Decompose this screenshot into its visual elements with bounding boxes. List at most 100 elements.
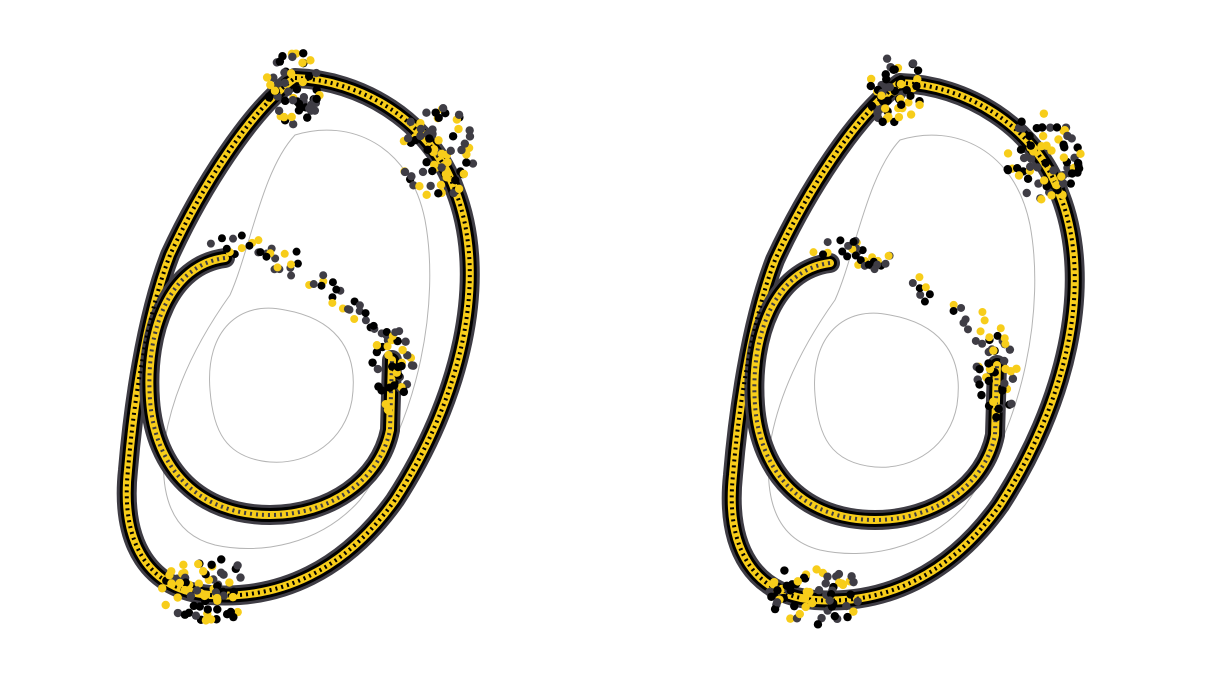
scatter-point [849,237,858,246]
scatter-point [823,572,832,581]
scatter-point [213,581,222,591]
scatter-point [287,260,296,269]
scatter-point [401,337,410,346]
scatter-point [286,69,296,78]
scatter-point [1012,163,1022,173]
scatter-point [206,239,215,248]
scatter-point [280,249,289,258]
scatter-point [842,601,851,611]
scatter-point [790,601,799,611]
scatter-point [179,560,188,569]
scatter-point [1023,174,1033,183]
scatter-point [877,91,886,100]
scatter-point [813,620,823,629]
scatter-point [1026,141,1036,150]
scatter-point [428,166,437,176]
scatter-point [1025,131,1034,141]
scatter-point [180,585,190,595]
scatter-point [465,126,474,135]
scatter-point [287,112,296,122]
scatter-point [280,68,289,77]
scatter-point [299,49,308,58]
scatter-point [226,607,236,617]
scatter-point [292,85,302,94]
scatter-point [203,605,212,614]
scatter-point [271,254,280,263]
scatter-point [406,117,415,127]
scatter-point [1052,123,1062,132]
outer-contour-outline [767,134,1036,555]
inner-ring-serration [752,261,999,523]
scatter-point [782,581,792,591]
scatter-point [436,180,446,190]
scatter-point [317,281,326,290]
scatter-point [838,247,847,256]
scatter-point [819,250,828,259]
inner-contour-outline [209,307,354,463]
scatter-point [867,101,877,111]
scatter-point [920,297,929,306]
scatter-point [328,293,337,302]
scatter-point [312,94,321,104]
scatter-point [372,341,382,350]
scatter-point [858,246,867,255]
scatter-point [904,98,913,107]
panel-right [721,54,1085,629]
scatter-point [403,134,413,143]
scatter-point [906,110,916,119]
scatter-point [398,345,407,355]
scatter-point [1000,334,1009,343]
scatter-point [462,158,471,167]
cluster-top [262,49,324,129]
scatter-point [996,324,1005,333]
scatter-point [992,412,1001,422]
scatter-point [304,72,314,81]
cluster-inner-right [972,335,1021,422]
scatter-point [817,613,826,623]
scatter-point [312,68,321,78]
scatter-point [1042,141,1051,150]
scatter-point [882,54,892,63]
scatter-point [978,339,987,348]
scatter-point [1052,180,1061,190]
scatter-point [225,578,234,587]
scatter-point [434,136,443,145]
scatter-point [1049,166,1058,175]
scatter-point [1067,169,1077,178]
scatter-point [843,612,852,622]
scatter-point [292,247,301,256]
scatter-point [971,336,980,345]
scatter-point [422,190,431,199]
scatter-point [864,260,873,269]
scatter-point [957,303,966,312]
scatter-point [262,252,271,261]
scatter-point [1025,162,1035,171]
scatter-point [173,608,183,618]
scatter-point [896,79,906,89]
scatter-point [976,327,985,336]
scatter-point [773,586,782,595]
scatter-point [416,131,425,141]
scatter-point [425,134,434,143]
scatter-point [201,616,211,625]
scatter-point [921,283,930,292]
scatter-point [383,342,392,351]
scatter-point [237,244,246,253]
scatter-point [1041,158,1050,168]
scatter-point [245,241,254,250]
scatter-point [767,592,776,601]
scatter-point [1047,191,1056,200]
scatter-point [434,113,443,123]
scatter-point [399,387,409,397]
scatter-point [913,75,922,84]
scatter-point [908,278,917,287]
scatter-point [393,362,403,372]
scatter-point [802,587,812,596]
scatter-point [294,99,304,109]
scatter-point [332,285,341,294]
cluster-arc [206,231,404,351]
scatter-point [288,119,298,129]
scatter-point [894,112,904,122]
scatter-point [915,100,924,110]
scatter-point [925,290,934,299]
